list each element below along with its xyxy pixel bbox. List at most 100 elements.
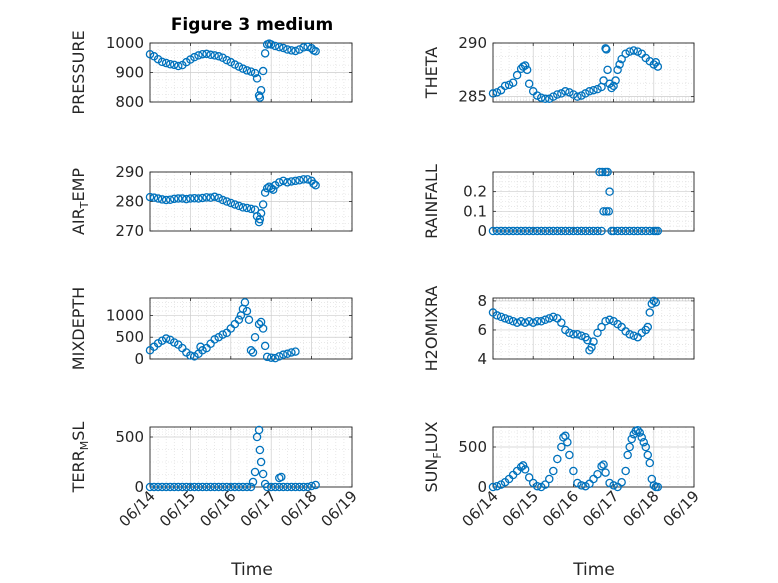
data-point [589, 337, 598, 346]
subplot-4: 0 0.10.2 RAINFALL [422, 164, 695, 240]
data-point [637, 226, 646, 236]
data-point [512, 70, 522, 80]
data-point [565, 226, 574, 236]
x-tick-label: 06/18 [277, 487, 320, 530]
data-point [516, 316, 526, 326]
data-point [174, 482, 183, 492]
data-point [609, 226, 618, 236]
x-axis-label-right: Time [572, 560, 615, 580]
data-point [295, 45, 304, 54]
data-point [218, 330, 227, 339]
data-point [194, 51, 203, 60]
data-point [492, 88, 502, 97]
data-point [279, 43, 288, 53]
data-point [169, 338, 179, 347]
y-tick-label: 8 [477, 292, 487, 310]
subplot-1: 800 900 1000 PRESSURE [69, 30, 353, 115]
data-point [256, 457, 266, 467]
data-point [508, 316, 518, 326]
data-point [174, 61, 183, 71]
data-point [291, 176, 300, 186]
data-point [651, 58, 661, 67]
data-point [242, 203, 252, 213]
data-point [157, 195, 167, 204]
data-point [283, 178, 292, 187]
axes-box [149, 297, 353, 360]
y-tick-label: 800 [115, 93, 144, 111]
data-point [303, 42, 312, 52]
data-point [581, 226, 590, 236]
data-point [240, 298, 250, 307]
data-point [270, 41, 280, 51]
data-point [169, 194, 179, 204]
data-point [303, 482, 312, 492]
data-point [165, 482, 175, 492]
x-tick-label: 06/15 [499, 487, 542, 530]
data-point [496, 226, 506, 236]
data-point [524, 473, 534, 482]
y-axis-label-main: THETA [422, 47, 441, 99]
data-point [599, 460, 608, 469]
y-axis-label-rest: SL [69, 422, 88, 441]
data-point [275, 482, 284, 492]
subplot-2: 285 290 THETA [422, 34, 695, 106]
data-point [299, 43, 308, 52]
data-point [597, 461, 606, 471]
data-point [601, 316, 610, 326]
data-point [599, 207, 608, 216]
data-point [250, 332, 260, 342]
data-point [532, 91, 542, 100]
data-point [202, 482, 211, 492]
data-point [291, 46, 300, 56]
data-point [639, 437, 649, 447]
data-point [629, 226, 638, 236]
data-point [545, 314, 554, 323]
data-point [311, 47, 320, 56]
data-point [246, 204, 256, 214]
data-point [250, 68, 260, 78]
data-point [553, 226, 562, 236]
data-point [291, 482, 300, 492]
data-point [234, 62, 244, 71]
data-point [581, 89, 590, 98]
y-tick-label: 0 [477, 222, 487, 240]
data-point [518, 461, 528, 470]
data-point [238, 64, 248, 73]
data-point [255, 445, 265, 455]
data-point [210, 51, 219, 60]
data-point [198, 482, 207, 492]
axes-box [492, 426, 695, 488]
data-point [165, 195, 175, 204]
data-point [266, 353, 276, 362]
data-point [226, 482, 236, 492]
data-point [649, 296, 659, 306]
data-point [565, 328, 574, 338]
data-point [198, 346, 207, 355]
data-point [549, 226, 558, 236]
y-tick-label: 270 [115, 222, 144, 240]
data-point [295, 482, 304, 492]
data-point [651, 298, 661, 307]
y-axis-label-main: RAINFALL [422, 164, 441, 239]
data-point [553, 454, 562, 464]
data-point [522, 65, 532, 75]
data-point [210, 335, 219, 344]
data-point [258, 66, 268, 76]
data-point [569, 330, 578, 339]
data-point [532, 316, 542, 326]
y-tick-label: 0 [134, 478, 144, 496]
axes-box [492, 297, 695, 360]
data-point [621, 49, 630, 58]
data-point [520, 318, 530, 327]
data-point [545, 474, 554, 484]
data-point [573, 92, 582, 101]
y-tick-label: 500 [458, 438, 487, 456]
data-point [504, 80, 514, 90]
data-point [218, 482, 227, 492]
data-point [275, 473, 284, 483]
data-point [238, 203, 248, 212]
data-point [635, 428, 644, 437]
y-tick-label: 4 [477, 350, 487, 368]
data-point [625, 330, 634, 339]
data-point [234, 315, 244, 325]
